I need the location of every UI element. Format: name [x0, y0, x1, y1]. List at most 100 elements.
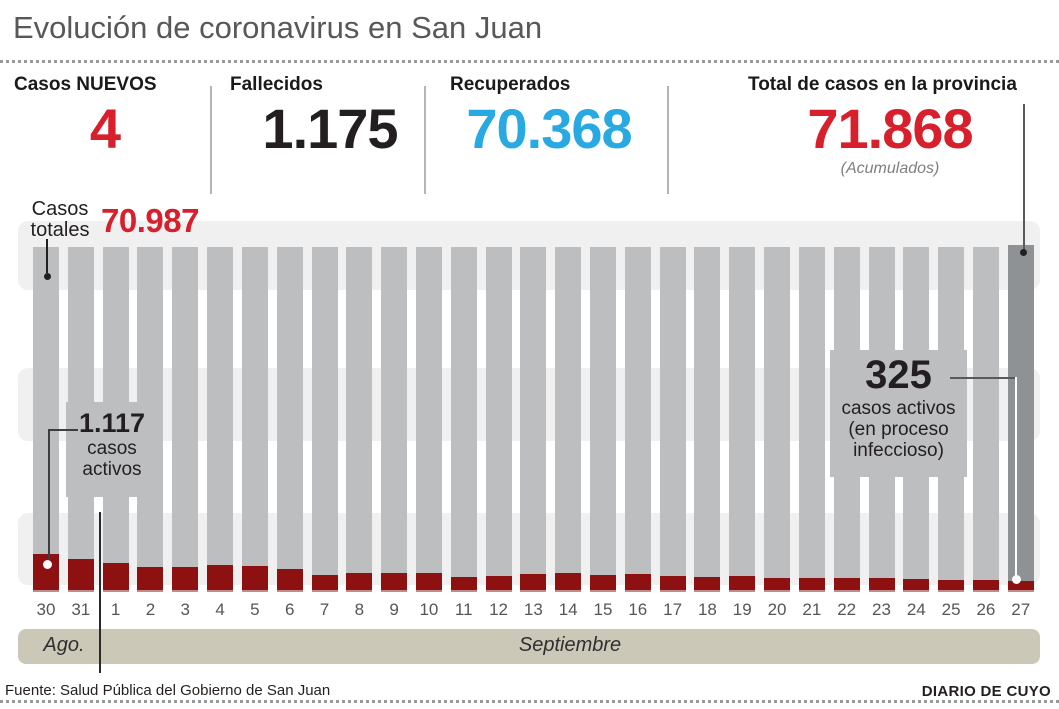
month-label-august: Ago.	[43, 634, 85, 656]
bar-active-segment	[241, 566, 268, 592]
stat-label: Total de casos en la provincia	[748, 74, 1017, 95]
bar-active-segment	[485, 576, 512, 592]
activos-last-line2: casos activos	[841, 398, 956, 419]
x-axis-label: 6	[284, 600, 295, 619]
x-axis-label: 11	[454, 600, 473, 619]
bar-day-27: 27	[1007, 245, 1034, 619]
activos-first-annotation: 1.117 casos activos	[66, 402, 158, 497]
bar-active-segment	[764, 578, 791, 592]
x-axis-label: 27	[1011, 600, 1031, 619]
bar-active-segment	[520, 574, 547, 592]
bar-day-26: 26	[972, 247, 999, 619]
month-separator-line	[99, 512, 101, 673]
bar-active-segment	[1007, 581, 1034, 592]
source-text: Fuente: Salud Pública del Gobierno de Sa…	[5, 682, 331, 699]
bar-active-segment	[207, 565, 234, 592]
activos-last-annotation: 325 casos activos (en proceso infeccioso…	[830, 350, 967, 477]
bar-day-21: 21	[798, 247, 825, 619]
x-axis-label: 16	[628, 600, 648, 619]
x-axis-label: 25	[941, 600, 961, 619]
stat-total-provincia: Total de casos en la provincia 71.868 (A…	[748, 74, 1032, 178]
x-axis-label: 2	[145, 600, 156, 619]
bar-day-6: 6	[276, 247, 303, 619]
x-axis-label: 12	[489, 600, 509, 619]
bar-active-segment	[415, 573, 442, 592]
bar-day-13: 13	[520, 247, 547, 619]
bar-active-segment	[938, 580, 965, 592]
x-axis-label: 19	[732, 600, 752, 619]
bar-day-15: 15	[590, 247, 616, 619]
bar-day-3: 3	[172, 247, 199, 619]
bar-active-segment	[798, 578, 825, 592]
bottom-dotted-divider	[0, 700, 1059, 703]
bar-active-segment	[555, 573, 582, 592]
stat-divider	[424, 86, 426, 194]
activos-last-line3: (en proceso	[848, 419, 949, 440]
stat-divider	[210, 86, 212, 194]
bar-active-segment	[67, 559, 94, 592]
activos-last-connector-horizontal	[950, 377, 1017, 379]
bar-active-segment	[381, 573, 408, 592]
bar-day-5: 5	[241, 247, 268, 619]
total-connector-line	[1023, 104, 1025, 251]
x-axis-label: 7	[319, 600, 330, 619]
stat-value: 70.368	[466, 97, 632, 160]
casos-totales-value: 70.987	[101, 202, 199, 239]
x-axis-label: 22	[837, 600, 857, 619]
activos-last-connector-vertical	[1015, 377, 1017, 577]
bar-day-10: 10	[415, 247, 442, 619]
stat-label: Fallecidos	[230, 74, 323, 95]
bar-day-18: 18	[694, 247, 721, 619]
casos-totales-line1: Casos	[31, 198, 89, 220]
bar-day-4: 4	[207, 247, 234, 619]
activos-last-line4: infeccioso)	[853, 440, 944, 461]
casos-totales-label: Casos totales	[28, 199, 92, 241]
x-axis-label: 17	[663, 600, 683, 619]
bar-active-segment	[624, 574, 651, 592]
activos-first-connector-dot	[43, 560, 52, 569]
casos-totales-connector-dot	[44, 273, 51, 280]
bar-active-segment	[450, 577, 477, 592]
activos-first-line2: casos	[87, 438, 137, 459]
stat-value: 1.175	[262, 97, 398, 160]
activos-last-connector-dot	[1012, 575, 1021, 584]
bar-active-segment	[346, 573, 373, 592]
bar-day-11: 11	[450, 247, 477, 619]
activos-first-value: 1.117	[78, 408, 146, 438]
total-connector-dot	[1020, 249, 1027, 256]
month-band	[18, 629, 1040, 664]
stat-subnote: (Acumulados)	[840, 160, 940, 177]
stat-recuperados: Recuperados 70.368	[450, 74, 648, 158]
bar-day-20: 20	[764, 247, 791, 619]
stat-value: 4	[89, 97, 121, 160]
bar-active-segment	[903, 579, 930, 592]
stat-label: Recuperados	[450, 74, 571, 95]
bar-active-segment	[729, 576, 756, 592]
x-axis-label: 26	[976, 600, 996, 619]
x-axis-label: 23	[872, 600, 891, 619]
x-axis-label: 24	[906, 600, 926, 619]
bar-day-12: 12	[485, 247, 512, 619]
x-axis-label: 31	[71, 600, 91, 619]
x-axis-label: 10	[419, 600, 439, 619]
x-axis-label: 4	[215, 600, 225, 619]
bar-day-8: 8	[346, 247, 373, 619]
x-axis-label: 8	[354, 600, 365, 619]
activos-first-line3: activos	[82, 459, 142, 480]
bar-day-7: 7	[311, 247, 338, 619]
x-axis-label: 5	[250, 600, 260, 619]
x-axis-label: 21	[802, 600, 822, 619]
x-axis-label: 18	[697, 600, 717, 619]
month-label-september: Septiembre	[518, 634, 622, 656]
top-dotted-divider	[0, 60, 1059, 63]
bar-active-segment	[276, 569, 303, 592]
bar-day-14: 14	[555, 247, 582, 619]
bar-active-segment	[868, 578, 895, 592]
bar-active-segment	[311, 575, 338, 592]
activos-last-value: 325	[865, 353, 932, 397]
x-axis-label: 14	[558, 600, 578, 619]
bar-day-9: 9	[381, 247, 408, 619]
activos-first-connector-vertical	[48, 429, 50, 563]
bar-active-segment	[972, 580, 999, 592]
x-axis-label: 9	[389, 600, 399, 619]
